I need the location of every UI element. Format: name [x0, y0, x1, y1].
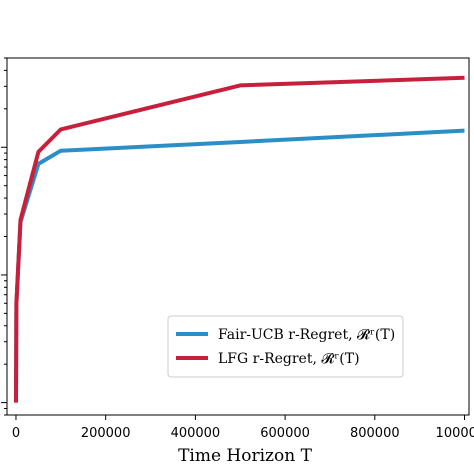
x-tick-label: 0 [12, 426, 20, 441]
legend-label: LFG r-Regret, 𝓡ʳ(T) [218, 351, 360, 367]
y-axis-ticks [1, 57, 7, 416]
x-axis-label: Time Horizon T [178, 446, 313, 466]
legend-label: Fair-UCB r-Regret, 𝓡ʳ(T) [218, 327, 395, 343]
x-axis-ticks: 0 200000 400000 600000 800000 1000000 [12, 415, 474, 441]
x-tick-label: 600000 [260, 426, 310, 441]
x-tick-label: 800000 [350, 426, 400, 441]
series-line [14, 75, 465, 403]
x-tick-label: 200000 [81, 426, 131, 441]
series-lines [14, 75, 465, 403]
x-tick-label: 400000 [171, 426, 221, 441]
legend-box [167, 315, 404, 378]
x-tick-label: 1000000 [436, 426, 474, 441]
legend: Fair-UCB r-Regret, 𝓡ʳ(T) LFG r-Regret, 𝓡ʳ… [167, 315, 404, 378]
